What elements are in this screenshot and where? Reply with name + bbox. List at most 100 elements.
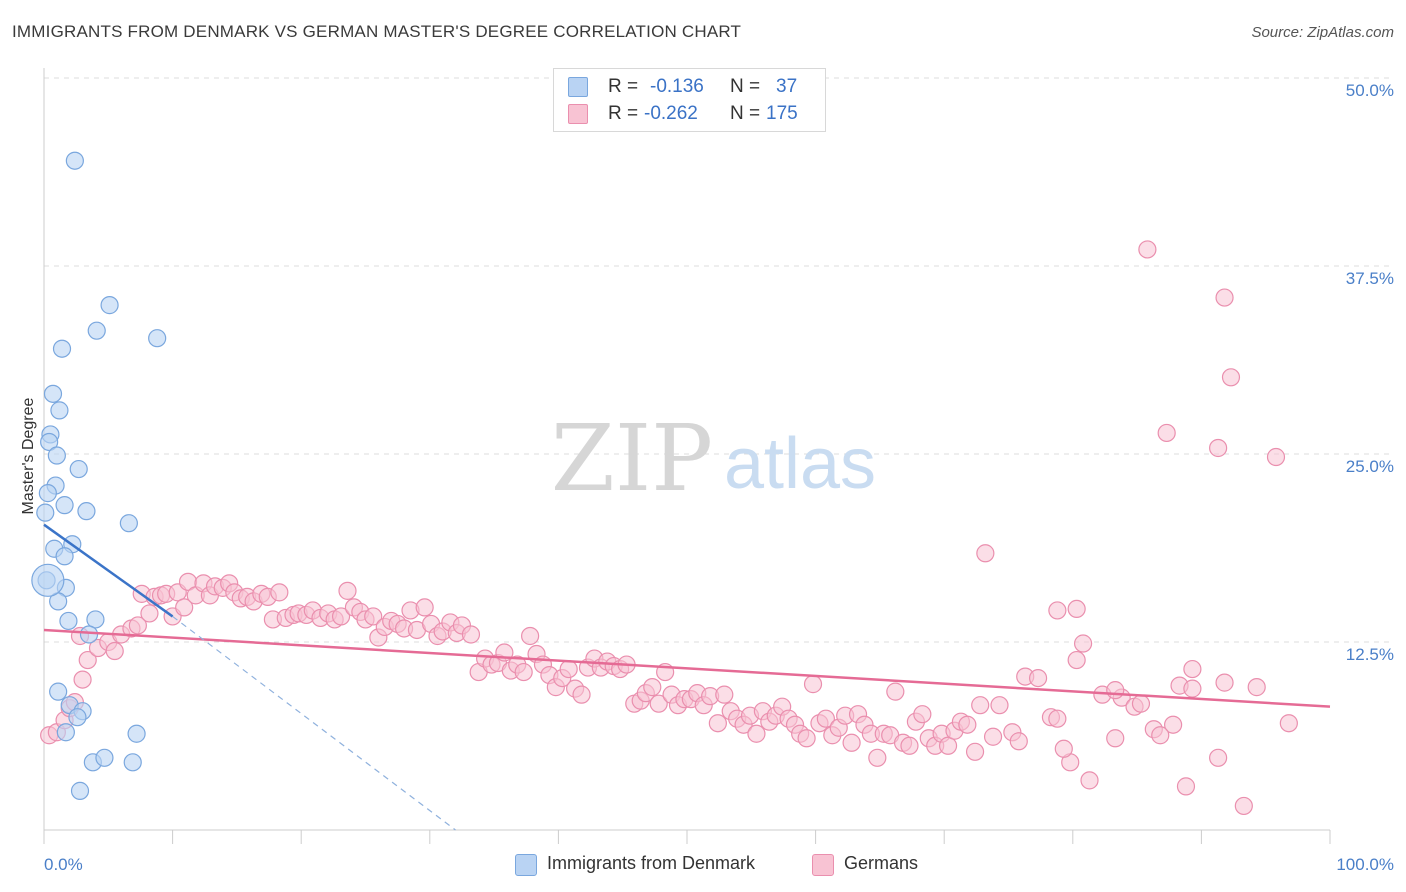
point-germans xyxy=(73,670,92,689)
point-germans xyxy=(708,714,727,733)
point-germans xyxy=(461,625,481,644)
watermark-zip: ZIP xyxy=(551,405,713,512)
trend-lines xyxy=(43,523,1331,831)
point-germans xyxy=(1028,668,1048,688)
legend-r-value: -0.262 xyxy=(644,103,698,124)
point-immigrants-from-denmark xyxy=(50,401,69,420)
point-germans xyxy=(1151,726,1170,745)
point-germans xyxy=(1183,659,1202,679)
point-germans xyxy=(747,724,766,743)
point-immigrants-from-denmark xyxy=(47,446,66,465)
point-germans xyxy=(1247,678,1266,697)
point-immigrants-from-denmark xyxy=(59,611,78,631)
point-germans xyxy=(1209,438,1228,458)
point-germans xyxy=(415,598,434,617)
point-immigrants-from-denmark xyxy=(123,753,142,772)
bottom-legend-label-denmark: Immigrants from Denmark xyxy=(547,853,756,873)
point-germans xyxy=(140,604,159,623)
point-immigrants-from-denmark xyxy=(55,496,74,515)
point-germans xyxy=(1215,288,1234,307)
point-immigrants-from-denmark xyxy=(65,151,84,170)
legend-r-label: R = xyxy=(608,103,639,124)
point-germans xyxy=(1215,673,1234,692)
legend-n-value: 175 xyxy=(766,103,798,124)
point-immigrants-from-denmark xyxy=(36,503,55,522)
y-tick-label: 37.5% xyxy=(1346,269,1394,288)
point-germans xyxy=(842,733,861,752)
point-germans xyxy=(886,682,905,701)
point-germans xyxy=(128,616,147,635)
point-germans xyxy=(1106,681,1125,700)
point-germans xyxy=(1234,796,1253,816)
point-germans xyxy=(803,675,823,694)
trend-line-immigrants-from-denmark xyxy=(43,523,174,618)
point-germans xyxy=(649,694,668,713)
point-germans xyxy=(1209,748,1228,767)
point-germans xyxy=(1138,240,1157,259)
legend-n-label: N = xyxy=(730,103,761,124)
point-germans xyxy=(797,729,816,748)
point-immigrants-from-denmark xyxy=(100,296,119,315)
point-germans xyxy=(1164,715,1183,734)
bottom-legend-label-germans: Germans xyxy=(844,853,919,873)
point-germans xyxy=(78,650,97,670)
trend-extension-immigrants-from-denmark xyxy=(172,615,456,831)
point-immigrants-from-denmark xyxy=(55,547,74,566)
point-immigrants-from-denmark xyxy=(95,748,114,767)
point-germans xyxy=(1073,634,1093,653)
point-germans xyxy=(521,626,540,646)
series-immigrants-from-denmark xyxy=(31,151,167,800)
point-germans xyxy=(1131,694,1151,713)
point-germans xyxy=(938,736,958,755)
y-tick-label: 50.0% xyxy=(1346,81,1394,100)
point-germans xyxy=(1067,650,1086,670)
point-immigrants-from-denmark xyxy=(43,384,63,403)
point-germans xyxy=(816,709,835,728)
trend-line-germans xyxy=(43,628,1331,708)
point-germans xyxy=(715,685,734,704)
point-immigrants-from-denmark xyxy=(69,459,88,479)
x-tick-label: 0.0% xyxy=(44,855,83,874)
point-germans xyxy=(976,544,995,563)
watermark: ZIP atlas xyxy=(551,405,876,512)
point-germans xyxy=(990,696,1009,715)
point-germans xyxy=(965,742,985,761)
point-immigrants-from-denmark xyxy=(31,563,65,597)
point-germans xyxy=(1067,599,1086,619)
point-germans xyxy=(1048,709,1067,728)
point-immigrants-from-denmark xyxy=(87,321,106,340)
tick-labels: 12.5% 25.0% 37.5% 50.0% 0.0% 100.0% xyxy=(44,81,1394,874)
legend-swatch-blue xyxy=(568,77,588,97)
legend-r-label: R = xyxy=(608,76,639,97)
point-germans xyxy=(338,581,357,600)
legend-r-value: -0.136 xyxy=(650,76,704,97)
point-germans xyxy=(1080,771,1099,790)
point-germans xyxy=(1054,739,1073,758)
point-immigrants-from-denmark xyxy=(79,625,99,644)
legend-row-denmark: R = -0.136 N = 37 xyxy=(554,74,825,100)
point-germans xyxy=(331,607,351,626)
point-immigrants-from-denmark xyxy=(148,329,167,348)
point-germans xyxy=(1266,447,1286,467)
point-immigrants-from-denmark xyxy=(40,432,59,452)
point-germans xyxy=(958,715,977,734)
point-germans xyxy=(270,583,289,602)
point-immigrants-from-denmark xyxy=(127,724,146,743)
point-immigrants-from-denmark xyxy=(52,339,72,358)
point-germans xyxy=(971,696,990,715)
point-immigrants-from-denmark xyxy=(86,610,105,629)
legend-row-germans: R = -0.262 N = 175 xyxy=(554,101,825,127)
point-germans xyxy=(913,705,932,724)
point-germans xyxy=(1009,732,1028,751)
point-immigrants-from-denmark xyxy=(56,723,75,742)
legend-n-label: N = xyxy=(730,76,761,97)
bottom-legend-swatch-blue xyxy=(515,854,537,876)
point-germans xyxy=(572,685,591,704)
point-germans xyxy=(643,678,662,697)
chart-title: IMMIGRANTS FROM DENMARK VS GERMAN MASTER… xyxy=(12,22,742,41)
point-germans xyxy=(514,662,533,682)
watermark-atlas: atlas xyxy=(724,424,876,504)
bottom-legend-swatch-pink xyxy=(812,854,834,876)
point-immigrants-from-denmark xyxy=(119,514,138,533)
